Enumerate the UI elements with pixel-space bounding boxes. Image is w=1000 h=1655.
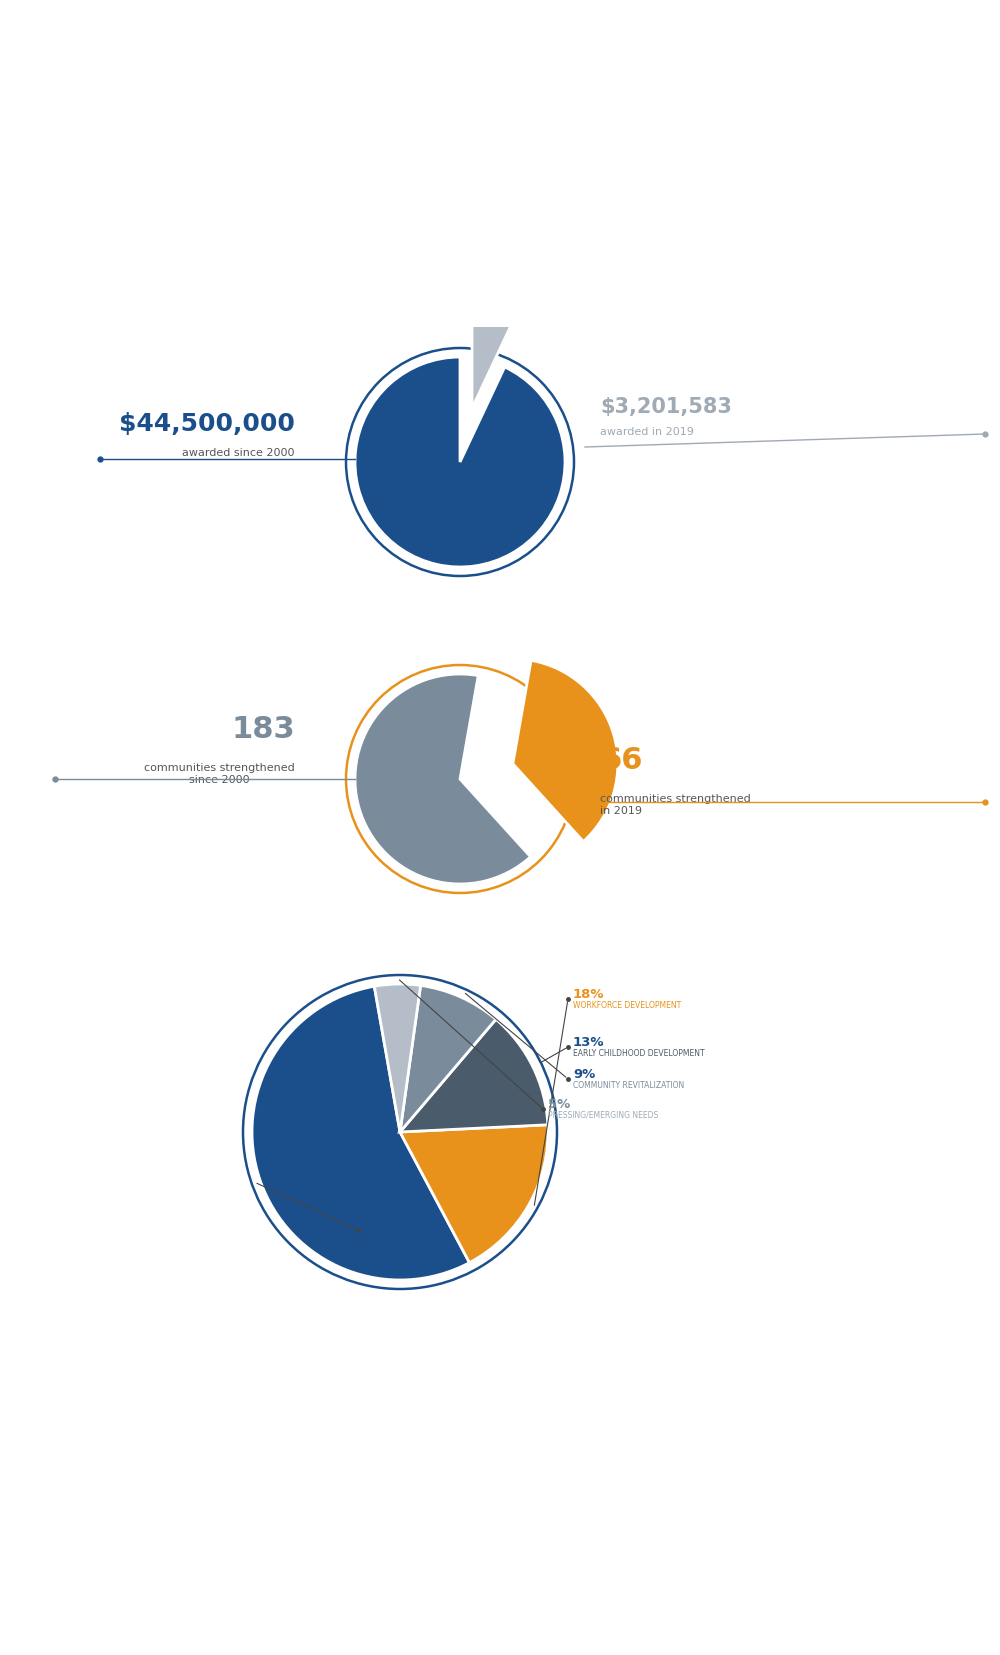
Text: 9%: 9% bbox=[573, 1067, 595, 1079]
Text: WORKFORCE DEVELOPMENT: WORKFORCE DEVELOPMENT bbox=[573, 1000, 681, 1010]
Wedge shape bbox=[400, 1019, 548, 1132]
Text: awarded in 2019: awarded in 2019 bbox=[600, 427, 694, 437]
Text: 55%: 55% bbox=[363, 1218, 394, 1231]
Wedge shape bbox=[252, 986, 469, 1281]
Text: awarded since 2000: awarded since 2000 bbox=[182, 449, 295, 458]
Wedge shape bbox=[355, 357, 565, 568]
Text: YOUTH DEVELOPMENT: YOUTH DEVELOPMENT bbox=[363, 1231, 448, 1240]
Text: 18%: 18% bbox=[573, 986, 604, 1000]
Wedge shape bbox=[355, 675, 531, 884]
Wedge shape bbox=[400, 1125, 548, 1263]
Wedge shape bbox=[513, 660, 618, 842]
Text: 13%: 13% bbox=[573, 1034, 604, 1048]
Text: 5%: 5% bbox=[548, 1097, 570, 1111]
Text: 183: 183 bbox=[231, 715, 295, 743]
Text: communities strengthened
since 2000: communities strengthened since 2000 bbox=[144, 763, 295, 784]
Text: COMMUNITY REVITALIZATION: COMMUNITY REVITALIZATION bbox=[573, 1079, 684, 1089]
Text: EARLY CHILDHOOD DEVELOPMENT: EARLY CHILDHOOD DEVELOPMENT bbox=[573, 1048, 705, 1058]
Text: $44,500,000: $44,500,000 bbox=[119, 412, 295, 435]
Wedge shape bbox=[374, 985, 421, 1132]
Wedge shape bbox=[472, 305, 517, 409]
Text: 66: 66 bbox=[600, 745, 642, 775]
Text: communities strengthened
in 2019: communities strengthened in 2019 bbox=[600, 793, 751, 816]
Wedge shape bbox=[400, 986, 496, 1132]
Text: PRESSING/EMERGING NEEDS: PRESSING/EMERGING NEEDS bbox=[548, 1111, 658, 1119]
Text: $3,201,583: $3,201,583 bbox=[600, 397, 732, 417]
